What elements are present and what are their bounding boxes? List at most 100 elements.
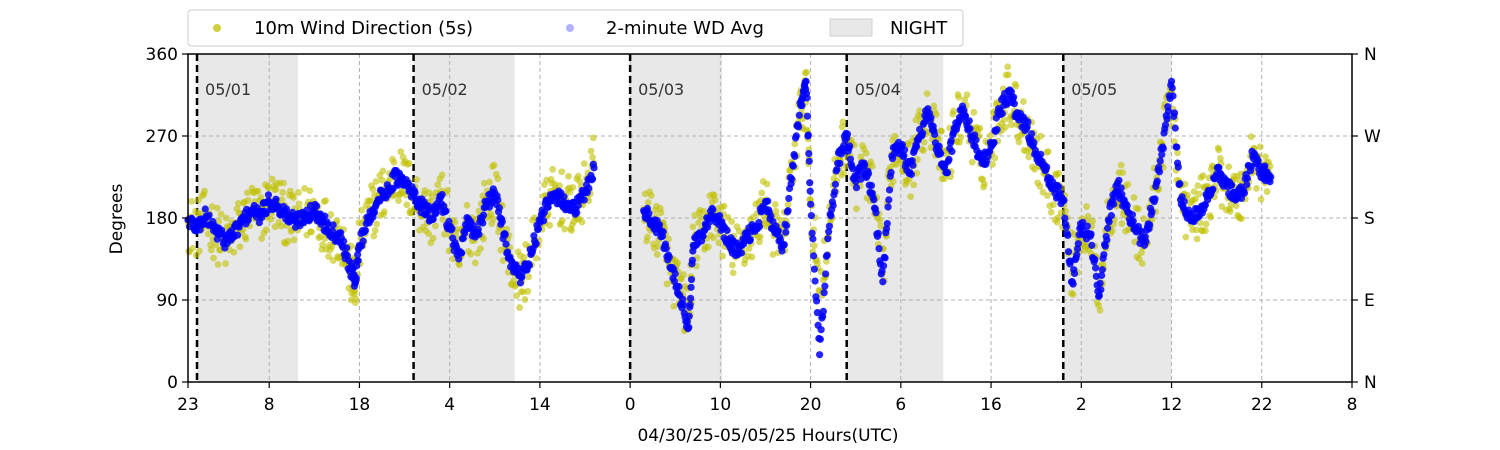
wind-5s-fill-point	[1118, 220, 1126, 228]
wd-avg-fill-point	[1010, 100, 1018, 108]
wind-5s-fill-point	[1226, 208, 1234, 215]
wd-avg-fill-point	[1173, 143, 1181, 151]
wd-avg-fill-point	[827, 212, 835, 220]
wind-5s-fill-point	[1119, 169, 1127, 177]
wind-5s-fill-point	[403, 201, 411, 209]
wind-5s-fill-point	[976, 124, 984, 132]
wind-5s-fill-point	[876, 216, 884, 224]
wd-avg-fill-point	[1254, 156, 1262, 165]
wd-avg-fill-point	[864, 169, 873, 178]
wind-5s-fill-point	[230, 248, 238, 256]
wd-avg-fill-point	[831, 180, 840, 188]
wind-5s-fill-point	[1083, 203, 1090, 210]
wd-avg-fill-point	[655, 221, 664, 229]
wind-5s-fill-point	[680, 271, 687, 278]
y-tick-label-right-2: S	[1364, 209, 1375, 229]
wind-5s-fill-point	[565, 172, 572, 180]
x-tick-label-10: 2	[1076, 395, 1087, 415]
wind-5s-fill-point	[1096, 306, 1104, 314]
wind-5s-fill-point	[1050, 201, 1057, 208]
wind-5s-fill-point	[1247, 133, 1255, 141]
wind-5s-fill-point	[1217, 155, 1224, 162]
wind-5s-fill-point	[574, 172, 582, 180]
wd-avg-fill-point	[588, 175, 597, 183]
wd-avg-fill-point	[1037, 150, 1045, 158]
x-tick-label-6: 10	[710, 395, 732, 415]
wind-5s-fill-point	[325, 253, 333, 261]
wind-5s-fill-point	[395, 197, 402, 204]
wd-avg-fill-point	[948, 147, 956, 156]
wind-5s-fill-point	[589, 134, 597, 142]
wind-5s-fill-point	[278, 196, 286, 203]
wd-avg-fill-point	[532, 239, 540, 248]
x-tick-label-9: 16	[980, 395, 1002, 415]
wd-avg-fill-point	[703, 223, 712, 231]
wd-avg-fill-point	[809, 235, 817, 243]
wind-5s-fill-point	[1182, 233, 1190, 241]
wind-5s-fill-point	[271, 223, 279, 231]
wd-avg-fill-point	[513, 264, 521, 272]
wind-5s-fill-point	[559, 217, 566, 224]
wind-5s-fill-point	[189, 244, 196, 252]
wind-5s-fill-point	[1001, 123, 1009, 131]
wind-5s-fill-point	[373, 220, 381, 228]
wind-5s-fill-point	[647, 192, 655, 199]
wd-avg-fill-point	[687, 283, 695, 291]
wd-avg-fill-point	[442, 207, 450, 215]
wind-5s-fill-point	[955, 93, 963, 101]
wd-avg-fill-point	[875, 245, 883, 253]
wind-5s-fill-point	[556, 182, 563, 190]
wd-avg-fill-point	[662, 244, 670, 253]
wd-avg-point-31	[455, 255, 463, 263]
wind-5s-fill-point	[212, 241, 220, 249]
wind-5s-fill-point	[267, 215, 275, 223]
wind-5s-fill-point	[434, 181, 442, 189]
wind-5s-fill-point	[1124, 180, 1132, 188]
wd-avg-fill-point	[1098, 271, 1106, 280]
wd-avg-fill-point	[792, 132, 800, 140]
wind-5s-fill-point	[822, 258, 830, 265]
wd-avg-fill-point	[961, 112, 970, 120]
wd-avg-fill-point	[825, 222, 834, 230]
wd-avg-fill-point	[688, 256, 697, 264]
wd-avg-fill-point	[843, 130, 852, 138]
wind-5s-fill-point	[695, 219, 702, 227]
wd-avg-fill-point	[867, 181, 876, 190]
wind-5s-fill-point	[580, 160, 588, 168]
y-tick-label-right-0: N	[1364, 373, 1377, 393]
wind-5s-fill-point	[715, 239, 723, 247]
wind-5s-fill-point	[208, 203, 216, 210]
wind-5s-fill-point	[728, 218, 736, 226]
y-tick-label-0: 0	[167, 373, 178, 393]
wd-avg-fill-point	[919, 129, 927, 137]
wind-5s-fill-point	[520, 254, 528, 261]
wd-avg-fill-point	[324, 221, 332, 229]
wind-5s-fill-point	[195, 247, 203, 255]
wind-5s-fill-point	[1195, 190, 1203, 198]
wind-5s-fill-point	[480, 179, 488, 187]
wd-avg-fill-point	[807, 212, 815, 220]
wd-avg-fill-point	[1209, 185, 1217, 193]
wd-avg-fill-point	[791, 152, 799, 161]
wd-avg-fill-point	[272, 195, 280, 203]
wd-avg-fill-point	[671, 270, 679, 278]
wd-avg-fill-point	[544, 203, 552, 211]
wd-avg-fill-point	[998, 109, 1006, 118]
wind-5s-fill-point	[480, 235, 487, 243]
wind-5s-fill-point	[1192, 226, 1200, 234]
wind-5s-fill-point	[262, 226, 270, 234]
wd-avg-fill-point	[1104, 224, 1112, 232]
wd-avg-fill-point	[1064, 248, 1073, 256]
wd-avg-fill-point	[972, 136, 980, 144]
wd-avg-fill-point	[1083, 222, 1091, 230]
wind-5s-fill-point	[217, 210, 225, 218]
y-tick-label-4: 360	[146, 45, 178, 65]
wind-5s-fill-point	[587, 147, 595, 155]
wind-5s-fill-point	[196, 210, 204, 218]
wd-avg-fill-point	[885, 196, 893, 204]
wd-avg-fill-point	[1098, 266, 1106, 274]
wind-5s-fill-point	[265, 184, 272, 192]
wd-avg-fill-point	[585, 184, 593, 192]
wd-avg-fill-point	[1169, 92, 1177, 100]
wind-5s-fill-point	[1196, 219, 1204, 227]
